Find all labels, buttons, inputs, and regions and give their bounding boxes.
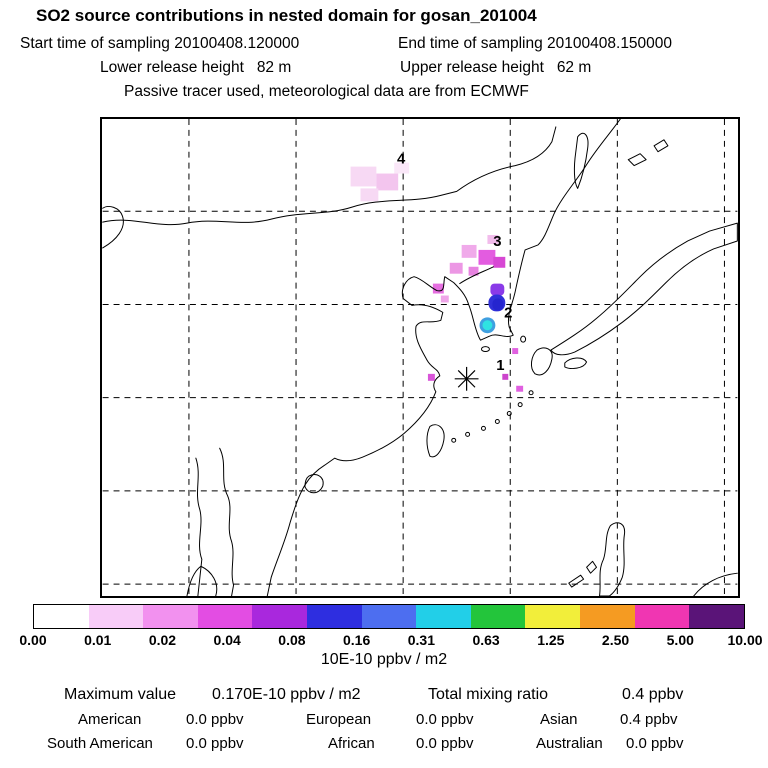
- colorbar-segment: [580, 605, 635, 628]
- colorbar-units-label: 10E-10 ppbv / m2: [320, 651, 448, 668]
- concentration-cells: [350, 162, 524, 392]
- sampling-start-label: Start time of sampling 20100408.120000: [20, 35, 300, 52]
- region-value-australian: 0.0 ppbv: [626, 735, 684, 752]
- colorbar-segment: [197, 605, 253, 628]
- colorbar-ticks: 0.00 0.01 0.02 0.04 0.08 0.16 0.31 0.63 1.25 2.50…: [19, 632, 762, 650]
- colorbar-tick-label: 0.01: [84, 632, 112, 648]
- max-value-label: Maximum value: [64, 686, 177, 703]
- region-name-african: African: [328, 735, 375, 752]
- colorbar-tick-label: 10.00: [727, 632, 763, 648]
- region-value-american: 0.0 ppbv: [186, 711, 244, 728]
- region-value-south-american: 0.0 ppbv: [186, 735, 244, 752]
- map-plot: 4 3 2 1: [100, 117, 740, 598]
- coastlines: [102, 119, 738, 596]
- upper-release-height-label: Upper release height 62 m: [400, 59, 592, 76]
- colorbar-segment: [634, 605, 690, 628]
- colorbar-segment: [252, 605, 308, 628]
- colorbar-segment: [361, 605, 417, 628]
- gridlines: [102, 119, 738, 596]
- colorbar-segment: [470, 605, 526, 628]
- lower-release-height-label: Lower release height 82 m: [100, 59, 292, 76]
- region-name-australian: Australian: [536, 735, 603, 752]
- region-name-american: American: [78, 711, 142, 728]
- colorbar-tick-label: 0.00: [19, 632, 47, 648]
- svg-text:3: 3: [493, 234, 501, 250]
- colorbar-tick-label: 2.50: [601, 632, 630, 648]
- colorbar-tick-label: 0.31: [407, 632, 435, 648]
- colorbar: [33, 604, 745, 629]
- region-name-european: European: [306, 711, 372, 728]
- colorbar-tick-label: 0.04: [213, 632, 241, 648]
- colorbar-tick-label: 0.02: [148, 632, 177, 648]
- total-ratio-value: 0.4 ppbv: [622, 686, 684, 703]
- tracer-info-label: Passive tracer used, meteorological data…: [124, 83, 529, 100]
- region-name-asian: Asian: [540, 711, 578, 728]
- colorbar-tick-label: 0.63: [472, 632, 500, 648]
- station-marker-asterisk: [454, 366, 479, 391]
- total-ratio-label: Total mixing ratio: [428, 686, 549, 703]
- svg-text:2: 2: [504, 305, 512, 321]
- colorbar-tick-label: 1.25: [537, 632, 565, 648]
- svg-text:1: 1: [496, 358, 504, 374]
- colorbar-segment: [34, 605, 89, 628]
- region-value-african: 0.0 ppbv: [416, 735, 474, 752]
- region-value-european: 0.0 ppbv: [416, 711, 474, 728]
- page-title: SO2 source contributions in nested domai…: [36, 6, 537, 25]
- colorbar-segment: [416, 605, 471, 628]
- receptor-number-labels: 4 3 2 1: [397, 152, 512, 374]
- colorbar-segment: [307, 605, 362, 628]
- colorbar-segment: [525, 605, 581, 628]
- svg-text:4: 4: [397, 152, 406, 168]
- colorbar-tick-label: 0.16: [343, 632, 371, 648]
- region-name-south-american: South American: [47, 735, 153, 752]
- colorbar-tick-label: 5.00: [666, 632, 694, 648]
- colorbar-segment: [88, 605, 144, 628]
- colorbar-tick-label: 0.08: [278, 632, 306, 648]
- sampling-end-label: End time of sampling 20100408.150000: [398, 35, 673, 52]
- region-value-asian: 0.4 ppbv: [620, 711, 678, 728]
- max-value: 0.170E-10 ppbv / m2: [212, 686, 361, 703]
- colorbar-segment: [143, 605, 198, 628]
- colorbar-segment: [689, 605, 744, 628]
